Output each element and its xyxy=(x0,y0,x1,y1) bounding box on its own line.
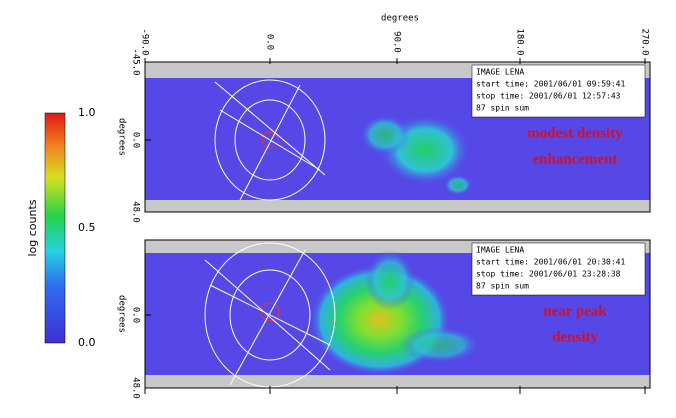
colorbar-tick: 0.5 xyxy=(78,221,96,234)
annotation: enhancement xyxy=(533,151,618,167)
colorbar-tick: 1.0 xyxy=(78,106,96,119)
y-tick-label: 0.0 xyxy=(131,307,141,323)
x-tick-label: 180.0 xyxy=(515,28,525,55)
info-box xyxy=(471,242,646,296)
x-tick-label: 270.0 xyxy=(640,28,650,55)
panel-frame xyxy=(144,239,651,389)
y-tick-label: 0.0 xyxy=(131,132,141,148)
x-axis-label: degrees xyxy=(381,14,419,24)
colorbar xyxy=(44,112,66,344)
y-axis-label: degrees xyxy=(117,295,127,333)
y-axis-label: degrees xyxy=(117,118,127,156)
annotation: modest density xyxy=(527,125,623,141)
info-box xyxy=(471,64,646,118)
x-tick-label: 0.0 xyxy=(265,34,275,50)
annotation: density xyxy=(552,329,598,345)
annotation: near peak xyxy=(543,303,607,319)
info-line: start time: 2001/06/01 20:30:41 xyxy=(476,258,625,267)
info-line: stop time: 2001/06/01 12:57:43 xyxy=(476,92,621,101)
info-line: 87 spin sum xyxy=(476,282,529,291)
colorbar-label: log counts xyxy=(26,199,39,256)
y-tick-label: -45.0 xyxy=(131,48,141,75)
info-line: IMAGE LENA xyxy=(476,246,524,255)
info-line: IMAGE LENA xyxy=(476,68,524,77)
panel-frame xyxy=(144,61,651,213)
y-tick-label: 48.0 xyxy=(131,201,141,223)
x-tick-label: -90.0 xyxy=(140,28,150,55)
info-line: start time: 2001/06/01 09:59:41 xyxy=(476,80,625,89)
y-tick-label: 48.0 xyxy=(131,377,141,399)
x-tick-label: 90.0 xyxy=(392,31,402,53)
info-line: 87 spin sum xyxy=(476,104,529,113)
colorbar-tick: 0.0 xyxy=(78,336,96,349)
info-line: stop time: 2001/06/01 23:28:38 xyxy=(476,270,621,279)
